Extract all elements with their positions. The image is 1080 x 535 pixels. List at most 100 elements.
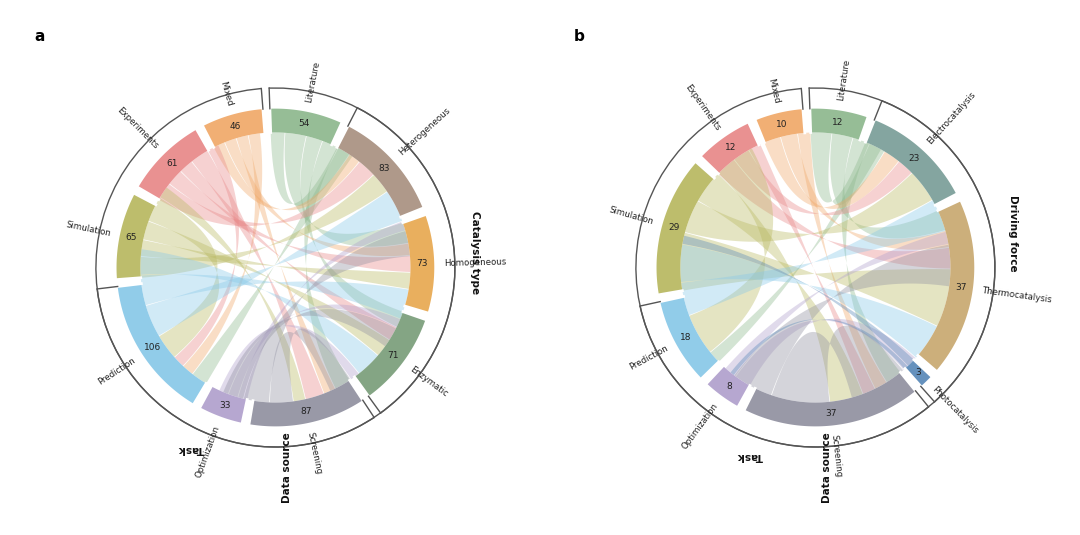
Text: Homogeneous: Homogeneous bbox=[444, 257, 507, 268]
Text: Task: Task bbox=[737, 452, 762, 462]
Text: 3: 3 bbox=[915, 368, 921, 377]
Polygon shape bbox=[730, 319, 907, 375]
Text: Photocatalysis: Photocatalysis bbox=[930, 385, 980, 436]
Polygon shape bbox=[734, 244, 950, 395]
Polygon shape bbox=[811, 133, 885, 205]
Text: 23: 23 bbox=[908, 154, 920, 163]
Text: 54: 54 bbox=[298, 119, 310, 128]
Text: 106: 106 bbox=[144, 343, 161, 352]
Polygon shape bbox=[798, 133, 887, 388]
Polygon shape bbox=[718, 160, 950, 269]
Text: Literature: Literature bbox=[836, 59, 851, 102]
Polygon shape bbox=[865, 120, 957, 205]
Text: 73: 73 bbox=[417, 259, 428, 269]
Text: Mixed: Mixed bbox=[766, 78, 781, 105]
Text: 18: 18 bbox=[680, 333, 692, 342]
Polygon shape bbox=[146, 192, 402, 335]
Text: Experiments: Experiments bbox=[116, 106, 160, 151]
Polygon shape bbox=[249, 380, 363, 426]
Text: 37: 37 bbox=[826, 409, 837, 418]
Text: Driving force: Driving force bbox=[1008, 195, 1017, 271]
Text: Literature: Literature bbox=[305, 60, 321, 103]
Text: 71: 71 bbox=[388, 350, 400, 360]
Polygon shape bbox=[192, 148, 352, 384]
Polygon shape bbox=[680, 233, 950, 326]
Polygon shape bbox=[239, 221, 405, 400]
Polygon shape bbox=[192, 151, 324, 399]
Polygon shape bbox=[689, 148, 773, 352]
Polygon shape bbox=[270, 109, 341, 145]
Text: Enzymatic: Enzymatic bbox=[408, 364, 449, 398]
Polygon shape bbox=[270, 328, 351, 402]
Text: Simulation: Simulation bbox=[65, 220, 111, 238]
Polygon shape bbox=[403, 215, 434, 313]
Polygon shape bbox=[149, 198, 219, 357]
Polygon shape bbox=[140, 274, 408, 319]
Polygon shape bbox=[159, 162, 374, 226]
Text: Experiments: Experiments bbox=[683, 83, 721, 133]
Polygon shape bbox=[337, 126, 422, 217]
Polygon shape bbox=[698, 174, 863, 402]
Text: 87: 87 bbox=[300, 407, 311, 416]
Text: Simulation: Simulation bbox=[608, 205, 654, 226]
Polygon shape bbox=[701, 123, 759, 174]
Polygon shape bbox=[681, 201, 945, 315]
Polygon shape bbox=[160, 188, 306, 401]
Polygon shape bbox=[744, 372, 916, 426]
Polygon shape bbox=[285, 133, 408, 247]
Polygon shape bbox=[711, 144, 881, 362]
Text: 83: 83 bbox=[378, 164, 390, 173]
Polygon shape bbox=[765, 137, 899, 209]
Text: Task: Task bbox=[178, 444, 204, 454]
Polygon shape bbox=[305, 141, 350, 388]
Text: Optimization: Optimization bbox=[680, 401, 719, 450]
Polygon shape bbox=[685, 173, 932, 242]
Text: Thermocatalysis: Thermocatalysis bbox=[982, 286, 1053, 304]
Polygon shape bbox=[140, 240, 410, 289]
Text: Mixed: Mixed bbox=[218, 80, 233, 106]
Polygon shape bbox=[271, 133, 349, 206]
Text: 65: 65 bbox=[125, 233, 137, 242]
Polygon shape bbox=[683, 236, 914, 366]
Polygon shape bbox=[200, 386, 247, 423]
Polygon shape bbox=[237, 135, 335, 393]
Text: 12: 12 bbox=[832, 118, 843, 127]
Polygon shape bbox=[726, 232, 948, 376]
Polygon shape bbox=[225, 139, 410, 256]
Text: Heterogeneous: Heterogeneous bbox=[396, 106, 451, 157]
Polygon shape bbox=[831, 134, 945, 239]
Text: b: b bbox=[573, 29, 584, 44]
Polygon shape bbox=[170, 172, 410, 272]
Polygon shape bbox=[117, 194, 156, 280]
Polygon shape bbox=[184, 133, 262, 374]
Polygon shape bbox=[144, 221, 389, 355]
Polygon shape bbox=[750, 144, 875, 394]
Text: Prediction: Prediction bbox=[96, 355, 137, 386]
Polygon shape bbox=[657, 162, 714, 295]
Text: 37: 37 bbox=[955, 283, 967, 292]
Polygon shape bbox=[734, 150, 912, 215]
Polygon shape bbox=[229, 304, 400, 397]
Polygon shape bbox=[140, 175, 387, 278]
Polygon shape bbox=[735, 319, 916, 386]
Text: Data source: Data source bbox=[282, 432, 292, 503]
Polygon shape bbox=[660, 296, 719, 378]
Polygon shape bbox=[300, 136, 403, 327]
Polygon shape bbox=[181, 162, 396, 340]
Text: a: a bbox=[33, 29, 44, 44]
Polygon shape bbox=[244, 231, 410, 402]
Text: Optimization: Optimization bbox=[194, 424, 221, 479]
Text: Screening: Screening bbox=[829, 434, 843, 478]
Text: Data source: Data source bbox=[822, 432, 832, 503]
Polygon shape bbox=[905, 360, 931, 386]
Polygon shape bbox=[706, 366, 750, 407]
Text: 12: 12 bbox=[725, 143, 737, 152]
Text: 46: 46 bbox=[230, 121, 241, 131]
Polygon shape bbox=[118, 284, 206, 404]
Polygon shape bbox=[841, 138, 901, 382]
Polygon shape bbox=[354, 312, 426, 396]
Text: Screening: Screening bbox=[306, 431, 323, 476]
Polygon shape bbox=[214, 142, 359, 210]
Polygon shape bbox=[781, 134, 949, 250]
Text: 8: 8 bbox=[726, 382, 731, 391]
